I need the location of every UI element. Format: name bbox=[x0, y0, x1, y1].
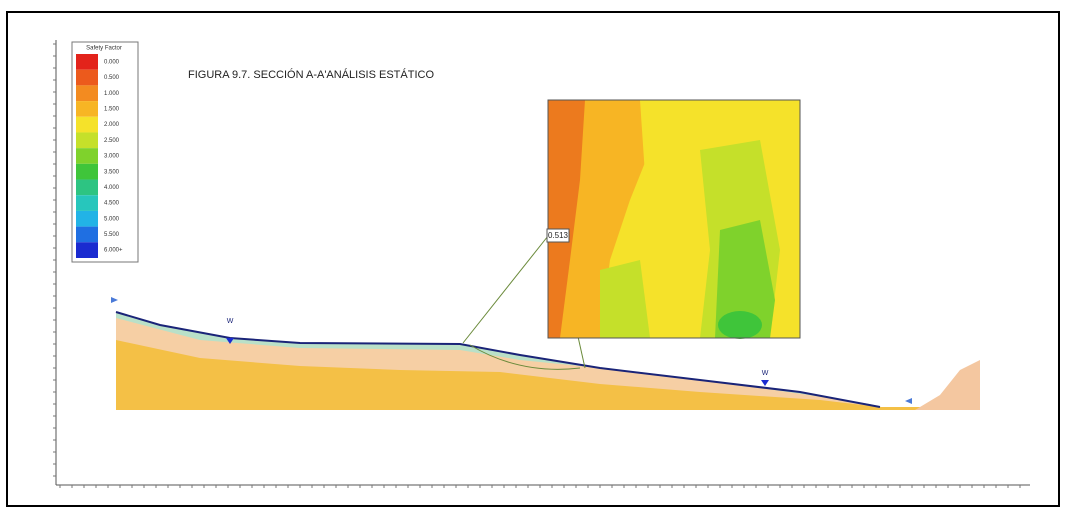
legend-label: 5.000 bbox=[104, 216, 120, 222]
legend-label: 0.000 bbox=[104, 59, 120, 65]
minimum-factor-label: 0.513 bbox=[548, 231, 569, 240]
legend-swatch bbox=[76, 242, 98, 258]
legend-swatch bbox=[76, 163, 98, 180]
legend-label: 1.000 bbox=[104, 91, 120, 97]
water-marker bbox=[761, 380, 769, 386]
legend-label: 0.500 bbox=[104, 75, 120, 81]
legend-label: 4.500 bbox=[104, 201, 120, 207]
contour-inset: 0.513 bbox=[546, 99, 801, 339]
legend-label: 3.000 bbox=[104, 154, 120, 160]
leader-line bbox=[462, 235, 549, 344]
legend-swatch bbox=[76, 210, 98, 227]
boundary-marker bbox=[905, 398, 912, 404]
legend-swatch bbox=[76, 179, 98, 196]
legend-label: 1.500 bbox=[104, 107, 120, 113]
legend-label: 5.500 bbox=[104, 232, 120, 238]
legend-swatch bbox=[76, 148, 98, 164]
legend-swatch bbox=[76, 116, 98, 133]
axis-ticks bbox=[53, 43, 1021, 488]
water-marker bbox=[226, 338, 234, 344]
legend-label: 2.000 bbox=[104, 122, 120, 128]
water-label: W bbox=[762, 370, 769, 377]
legend-swatch bbox=[76, 69, 98, 86]
legend-swatch bbox=[76, 85, 98, 102]
legend-items: 0.000 0.500 1.000 1.500 2.000 2.500 3.000 3.500… bbox=[76, 54, 123, 258]
legend-swatch bbox=[76, 226, 98, 243]
boundary-marker bbox=[111, 297, 118, 303]
water-label: W bbox=[227, 318, 234, 325]
legend-label: 2.500 bbox=[104, 138, 120, 144]
slip-surface bbox=[469, 344, 581, 370]
legend-label: 4.000 bbox=[104, 185, 120, 191]
legend-label: 3.500 bbox=[104, 169, 120, 175]
legend-swatch bbox=[76, 132, 98, 149]
right-hill bbox=[915, 360, 980, 410]
legend-swatch bbox=[76, 195, 98, 211]
frame bbox=[6, 11, 1060, 507]
middle-layer bbox=[116, 312, 880, 407]
figure-title: FIGURA 9.7. SECCIÓN A-A'ANÁLISIS ESTÁTIC… bbox=[188, 68, 434, 81]
legend-swatch bbox=[76, 54, 98, 70]
legend-label: 6.000+ bbox=[104, 248, 123, 254]
legend-swatch bbox=[76, 101, 98, 117]
ground-surface bbox=[115, 311, 881, 408]
legend-title: Safety Factor bbox=[86, 46, 122, 52]
